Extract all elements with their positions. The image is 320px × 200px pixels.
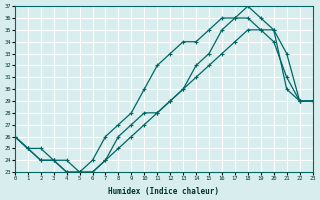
X-axis label: Humidex (Indice chaleur): Humidex (Indice chaleur)	[108, 187, 219, 196]
